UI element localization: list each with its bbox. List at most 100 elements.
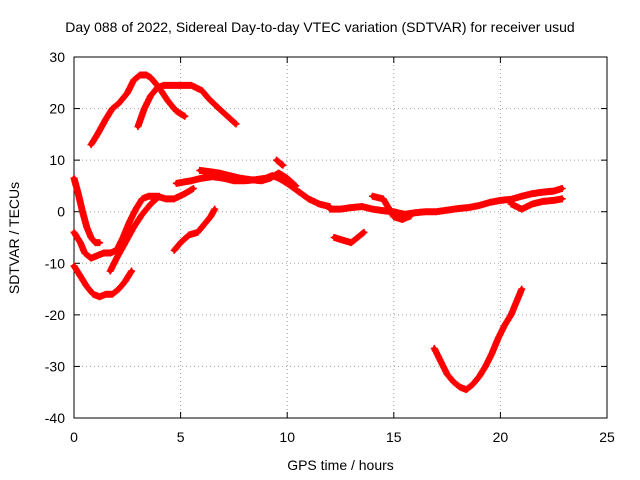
x-axis-label: GPS time / hours bbox=[287, 457, 394, 473]
series-arc3 bbox=[147, 74, 189, 120]
data-point bbox=[197, 168, 202, 173]
data-point bbox=[201, 222, 207, 227]
data-point bbox=[129, 268, 134, 274]
data-point bbox=[476, 374, 482, 379]
data-point bbox=[359, 204, 365, 209]
data-point bbox=[502, 322, 507, 328]
y-tick-label: 20 bbox=[49, 101, 65, 117]
data-point bbox=[208, 214, 213, 220]
data-point bbox=[519, 194, 524, 199]
data-point bbox=[71, 175, 77, 181]
data-point bbox=[519, 286, 524, 292]
series-arc2 bbox=[134, 81, 240, 131]
data-point bbox=[101, 250, 107, 256]
data-point bbox=[167, 83, 173, 88]
data-point bbox=[103, 292, 109, 297]
data-point bbox=[174, 181, 179, 186]
x-tick-label: 20 bbox=[493, 429, 509, 445]
data-point bbox=[267, 175, 273, 181]
data-point bbox=[508, 197, 514, 202]
y-tick-label: -20 bbox=[45, 307, 65, 323]
data-point bbox=[178, 83, 183, 88]
data-point bbox=[455, 206, 460, 211]
data-point bbox=[144, 72, 149, 78]
y-axis-label: SDTVAR / TECUs bbox=[6, 181, 22, 295]
series-markers bbox=[273, 156, 287, 169]
data-point bbox=[178, 240, 183, 245]
data-point bbox=[293, 183, 298, 189]
data-point bbox=[483, 364, 488, 369]
data-point bbox=[71, 230, 77, 235]
data-point bbox=[216, 170, 222, 176]
data-point bbox=[519, 206, 524, 212]
data-point bbox=[148, 201, 153, 207]
data-point bbox=[348, 240, 354, 245]
x-tick-label: 15 bbox=[386, 429, 402, 445]
data-point bbox=[206, 169, 211, 174]
data-point bbox=[108, 250, 113, 256]
series-arc11 bbox=[273, 156, 287, 169]
data-point bbox=[508, 312, 514, 318]
data-point bbox=[551, 188, 556, 194]
data-point bbox=[316, 201, 322, 207]
data-point bbox=[114, 255, 119, 261]
data-point bbox=[551, 198, 556, 203]
data-point bbox=[331, 235, 337, 240]
data-point bbox=[95, 132, 100, 137]
data-point bbox=[530, 191, 535, 196]
data-point bbox=[88, 142, 94, 147]
data-point bbox=[135, 124, 141, 129]
data-point bbox=[487, 200, 492, 205]
data-point bbox=[285, 175, 290, 181]
chart-title: Day 088 of 2022, Sidereal Day-to-day VTE… bbox=[65, 19, 575, 35]
data-point bbox=[476, 203, 482, 208]
data-point bbox=[131, 224, 136, 230]
series-markers bbox=[326, 185, 566, 218]
data-point bbox=[466, 205, 471, 210]
data-point bbox=[432, 346, 437, 351]
data-point bbox=[76, 191, 81, 196]
x-tick-label: 25 bbox=[599, 429, 615, 445]
data-point bbox=[530, 201, 535, 207]
data-point bbox=[276, 170, 281, 176]
data-point bbox=[95, 253, 100, 258]
series-arc6 bbox=[70, 262, 136, 301]
data-point bbox=[110, 106, 115, 111]
data-point bbox=[233, 121, 239, 127]
series-arc13 bbox=[368, 192, 415, 223]
data-point bbox=[133, 206, 139, 212]
data-point bbox=[340, 237, 345, 243]
data-point bbox=[306, 196, 311, 202]
data-point bbox=[71, 263, 77, 269]
data-point bbox=[370, 206, 375, 212]
data-point bbox=[127, 219, 132, 225]
data-point bbox=[540, 199, 546, 204]
data-point bbox=[122, 279, 128, 284]
data-point bbox=[238, 175, 243, 181]
data-point bbox=[225, 114, 230, 119]
data-point bbox=[280, 163, 286, 168]
data-point bbox=[116, 101, 121, 106]
series-arc15 bbox=[507, 195, 566, 213]
data-point bbox=[470, 382, 475, 387]
x-tick-label: 5 bbox=[177, 429, 185, 445]
series-arc4 bbox=[70, 174, 104, 247]
data-point bbox=[464, 387, 469, 392]
data-point bbox=[84, 284, 89, 289]
data-point bbox=[361, 230, 367, 235]
ticks bbox=[73, 56, 608, 419]
data-point bbox=[146, 194, 151, 199]
data-point bbox=[78, 273, 83, 279]
series-arc12 bbox=[326, 185, 566, 218]
data-point bbox=[216, 106, 222, 111]
data-point bbox=[540, 189, 546, 195]
series-arc14 bbox=[330, 228, 368, 247]
data-point bbox=[172, 248, 177, 253]
data-point bbox=[172, 196, 177, 202]
data-point bbox=[195, 230, 200, 235]
data-point bbox=[338, 206, 343, 212]
x-tick-label: 0 bbox=[70, 429, 78, 445]
data-point bbox=[391, 214, 396, 220]
data-point bbox=[498, 198, 503, 203]
data-point bbox=[444, 371, 450, 377]
